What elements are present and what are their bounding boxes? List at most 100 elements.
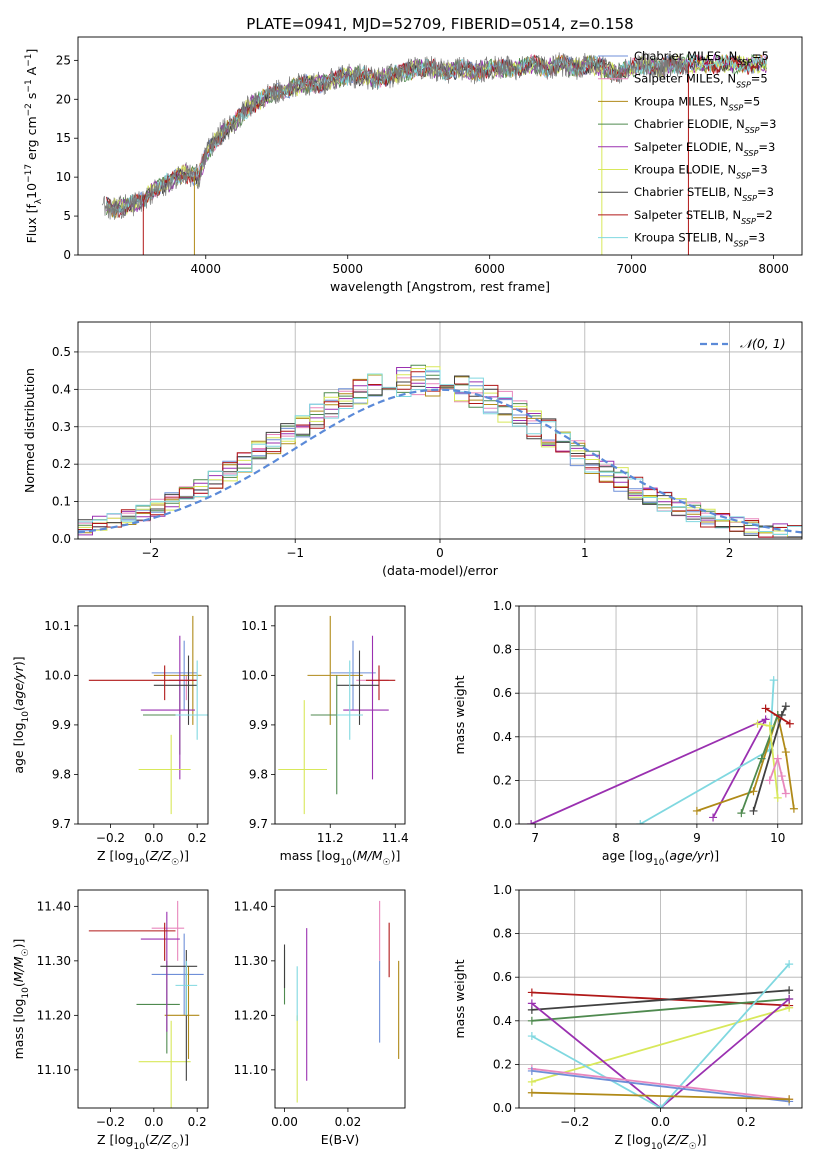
plot-area bbox=[278, 615, 396, 815]
axes-frame bbox=[274, 605, 406, 825]
mass-weight-marker bbox=[789, 804, 798, 813]
x-tick-label: −1 bbox=[286, 546, 304, 560]
x-tick-label: 0.0 bbox=[651, 1115, 670, 1129]
residual-histogram-step bbox=[78, 366, 802, 539]
y-tick-label: 0 bbox=[63, 248, 71, 262]
x-tick-label: 7000 bbox=[616, 262, 647, 276]
mass-weight-marker bbox=[656, 1104, 665, 1108]
mass-weight-marker bbox=[761, 715, 770, 724]
mass-weight-marker bbox=[527, 999, 536, 1008]
mass-weight-marker bbox=[781, 702, 790, 711]
x-tick-label: 5000 bbox=[332, 262, 363, 276]
y-tick-label: 20 bbox=[56, 92, 71, 106]
x-tick-label: 0.2 bbox=[188, 831, 207, 845]
y-tick-label: 9.9 bbox=[52, 718, 71, 732]
mass-weight-line bbox=[765, 707, 791, 725]
x-tick-label: 8 bbox=[612, 831, 620, 845]
residual-histogram-step bbox=[78, 369, 802, 539]
y-tick-label: 25 bbox=[56, 53, 71, 67]
residual-histogram-step bbox=[78, 371, 802, 539]
x-tick-label: 0.2 bbox=[188, 1115, 207, 1129]
y-tick-label: 11.20 bbox=[234, 1008, 268, 1022]
y-tick-label: 0.8 bbox=[493, 927, 512, 941]
plot-area bbox=[78, 322, 802, 539]
mass-weight-marker bbox=[785, 1003, 794, 1012]
mass-weight-marker bbox=[527, 988, 536, 997]
panel-spectrum: 4000 5000 6000 7000 8000 0 5 10 15 20 25 Chabrier M… bbox=[24, 36, 803, 294]
legend-label: Chabrier MILES, NSSP=5 bbox=[634, 49, 769, 67]
y-tick-label: 11.40 bbox=[37, 899, 71, 913]
x-tick-label: 4000 bbox=[190, 262, 221, 276]
mass-weight-line bbox=[531, 998, 790, 1022]
x-tick-label: 0.0 bbox=[144, 831, 163, 845]
y-tick-label: 9.7 bbox=[249, 817, 268, 831]
mass-weight-line bbox=[531, 998, 790, 1108]
x-tick-label: 0.0 bbox=[144, 1115, 163, 1129]
y-tick-label: 15 bbox=[56, 131, 71, 145]
mass-weight-marker bbox=[527, 1066, 536, 1075]
x-tick-label: −0.2 bbox=[96, 831, 125, 845]
x-axis-label: E(B-V) bbox=[321, 1132, 360, 1147]
x-axis-label: age [log10(age/yr)] bbox=[602, 848, 719, 868]
mass-weight-marker bbox=[781, 748, 790, 757]
plot-area bbox=[519, 890, 802, 1108]
plot-area bbox=[88, 900, 204, 1108]
y-axis-label: mass [log10(M/M☉)] bbox=[11, 939, 31, 1060]
legend-label: Chabrier ELODIE, NSSP=3 bbox=[634, 117, 776, 135]
legend-label: 𝒩(0, 1) bbox=[740, 336, 786, 351]
y-tick-label: 0.0 bbox=[493, 1101, 512, 1115]
y-tick-label: 10.0 bbox=[44, 668, 71, 682]
axes-frame bbox=[77, 605, 209, 825]
y-tick-label: 11.30 bbox=[37, 954, 71, 968]
mass-weight-marker bbox=[757, 754, 766, 763]
axes-frame bbox=[518, 889, 803, 1109]
x-tick-label: 0 bbox=[436, 546, 444, 560]
normal-distribution-curve bbox=[78, 388, 802, 534]
y-axis-label: Flux [fλ10−17 erg cm−2 s−1 A−1] bbox=[24, 49, 44, 244]
x-tick-label: 0.2 bbox=[737, 1115, 756, 1129]
y-tick-label: 0.4 bbox=[493, 1014, 512, 1028]
y-tick-label: 0.2 bbox=[493, 773, 512, 787]
mass-weight-line bbox=[531, 1067, 790, 1101]
residual-legend: 𝒩(0, 1) bbox=[700, 336, 786, 351]
y-tick-label: 11.20 bbox=[37, 1008, 71, 1022]
y-axis-label: mass weight bbox=[452, 959, 467, 1038]
mass-weight-marker bbox=[692, 806, 701, 815]
x-tick-label: 11.2 bbox=[317, 831, 344, 845]
mass-weight-line bbox=[639, 680, 775, 824]
mass-weight-marker bbox=[527, 1032, 536, 1041]
y-tick-label: 11.40 bbox=[234, 899, 268, 913]
panel-weight_vs_Z: −0.2 0.0 0.2 0.0 0.2 0.4 0.6 0.8 1.0 Z [log10(Z/Z… bbox=[452, 883, 803, 1152]
mass-weight-marker bbox=[785, 960, 794, 969]
x-tick-label: 10 bbox=[770, 831, 785, 845]
observed-spectrum-line bbox=[101, 52, 689, 220]
x-tick-label: 1 bbox=[581, 546, 589, 560]
y-tick-label: 0.2 bbox=[493, 1057, 512, 1071]
y-tick-label: 0.4 bbox=[52, 382, 71, 396]
y-tick-label: 0.8 bbox=[493, 643, 512, 657]
mass-weight-marker bbox=[737, 809, 746, 818]
panel-age_vs_Z: −0.2 0.0 0.2 9.7 9.8 9.9 10.0 10.1 Z [log10(Z/Z☉… bbox=[11, 605, 209, 868]
mass-weight-marker bbox=[753, 719, 762, 728]
y-tick-label: 1.0 bbox=[493, 599, 512, 613]
mass-weight-marker bbox=[761, 704, 770, 713]
mass-weight-marker bbox=[785, 1095, 794, 1104]
y-tick-label: 0.6 bbox=[493, 970, 512, 984]
panel-age_vs_mass: 11.2 11.4 9.7 9.8 9.9 10.0 10.1 mass [log10(M/M… bbox=[241, 605, 409, 868]
mass-weight-marker bbox=[636, 820, 645, 824]
legend-label: Salpeter STELIB, NSSP=2 bbox=[634, 208, 773, 226]
y-tick-label: 10 bbox=[56, 170, 71, 184]
legend-label: Salpeter MILES, NSSP=5 bbox=[634, 72, 768, 90]
y-tick-label: 0.1 bbox=[52, 495, 71, 509]
mass-weight-marker bbox=[765, 776, 774, 785]
x-axis-label: wavelength [Angstrom, rest frame] bbox=[330, 279, 550, 294]
y-tick-label: 0.6 bbox=[493, 686, 512, 700]
axes-frame bbox=[77, 889, 209, 1109]
mass-weight-marker bbox=[527, 820, 536, 824]
y-tick-label: 10.1 bbox=[241, 619, 268, 633]
y-tick-label: 0.5 bbox=[52, 345, 71, 359]
y-tick-label: 11.10 bbox=[37, 1063, 71, 1077]
mass-weight-marker bbox=[749, 806, 758, 815]
x-tick-label: −0.2 bbox=[560, 1115, 589, 1129]
x-tick-label: 7 bbox=[531, 831, 539, 845]
